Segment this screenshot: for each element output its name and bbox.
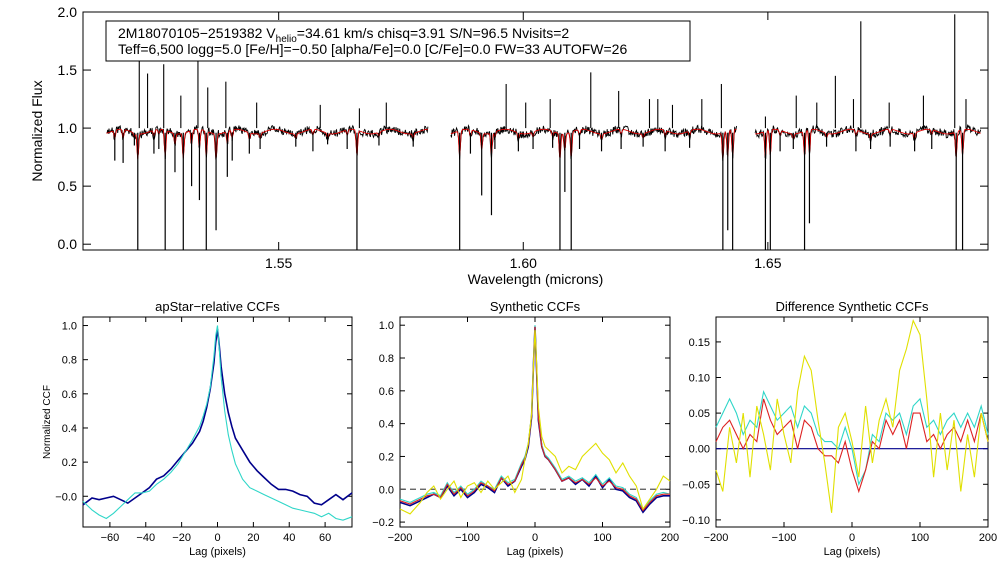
synthetic-ccf-ytick-label: 0.0: [379, 484, 394, 496]
difference-ccf-xlabel: Lag (pixels): [824, 546, 881, 558]
info-line-1-main: 2M18070105−2519382 V: [118, 25, 276, 41]
spectrum-frame: [82, 11, 989, 251]
synthetic-ccf-xtick-label: 0: [532, 532, 538, 544]
apstar-ccf-xtick-label: −40: [136, 532, 155, 544]
difference-ccf-series-2: [715, 398, 989, 494]
apstar-ccf-ytick-label: 0.2: [62, 457, 77, 469]
difference-ccf-ytick-label: 0.15: [689, 337, 710, 349]
synthetic-ccf-ytick-label: −0.2: [372, 517, 394, 529]
apstar-ccf-series-2: [82, 325, 353, 521]
difference-ccf-ytick-label: −0.05: [682, 479, 710, 491]
synthetic-ccf-xtick-label: −100: [455, 532, 480, 544]
difference-ccf-ytick-label: −0.10: [682, 515, 710, 527]
synthetic-ccf-ytick-label: 1.0: [379, 320, 394, 332]
synthetic-ccf-ytick-label: 0.6: [379, 386, 394, 398]
synthetic-ccf-series-2: [399, 325, 671, 510]
apstar-ccf-frame: [82, 316, 353, 528]
difference-ccf-xtick-label: 0: [849, 532, 855, 544]
synthetic-ccf-series-4: [399, 330, 671, 515]
difference-ccf-ytick-label: 0.05: [689, 408, 710, 420]
apstar-ccf-xtick-label: 40: [283, 532, 295, 544]
spectrum-ylabel: Normalized Flux: [29, 80, 45, 181]
apstar-ccf-xtick-label: −20: [172, 532, 191, 544]
synthetic-ccf-ytick-label: 0.2: [379, 451, 394, 463]
apstar-ccf-ytick-label: 0.4: [62, 423, 77, 435]
synthetic-ccf-series-1: [399, 326, 670, 514]
apstar-ccf-ytick-label: −0.0: [55, 491, 77, 503]
synthetic-ccf-title: Synthetic CCFs: [490, 299, 581, 314]
apstar-ccf-xtick-label: 20: [247, 532, 259, 544]
spectrum-xtick-label: 1.55: [265, 255, 292, 271]
synthetic-ccf-ytick-label: 0.8: [379, 353, 394, 365]
spectrum-ytick-label: 1.5: [58, 62, 78, 78]
spectrum-xtick-label: 1.60: [510, 255, 537, 271]
apstar-ccf-ytick-label: 0.8: [62, 355, 77, 367]
apstar-ccf-xlabel: Lag (pixels): [189, 546, 246, 558]
difference-ccf-xtick-label: 100: [911, 532, 929, 544]
difference-ccf-frame: [715, 316, 989, 528]
difference-ccf-ytick-label: 0.10: [689, 373, 710, 385]
difference-ccf-ytick-label: 0.00: [689, 444, 710, 456]
apstar-ccf-xtick-label: 60: [319, 532, 331, 544]
info-line-1-subscript: helio: [276, 34, 298, 45]
info-box: [105, 20, 691, 62]
info-line-2: Teff=6,500 logg=5.0 [Fe/H]=−0.50 [alpha/…: [118, 41, 627, 57]
difference-ccf-title: Difference Synthetic CCFs: [776, 299, 929, 314]
model-spectrum-line: [106, 128, 981, 160]
difference-ccf-series-3: [715, 318, 989, 513]
spectrum-ytick-label: 2.0: [58, 4, 78, 20]
spectrum-ytick-label: 0.5: [58, 178, 78, 194]
observed-spectrum-line: [106, 123, 982, 162]
spectrum-ytick-label: 1.0: [58, 120, 78, 136]
synthetic-ccf-ytick-label: 0.4: [379, 419, 394, 431]
apstar-ccf-ytick-label: 1.0: [62, 321, 77, 333]
spectrum-xlabel: Wavelength (microns): [468, 271, 604, 287]
apstar-ccf-xtick-label: 0: [214, 532, 220, 544]
spectrum-xtick-label: 1.65: [754, 255, 781, 271]
apstar-ccf-xtick-label: −60: [101, 532, 120, 544]
apstar-ccf-ylabel: Normalized CCF: [42, 385, 53, 459]
difference-ccf-xtick-label: 200: [979, 532, 997, 544]
info-line-1: 2M18070105−2519382 Vhelio=34.61 km/s chi…: [118, 25, 569, 45]
spectrum-ytick-label: 0.0: [58, 236, 78, 252]
synthetic-ccf-series-3: [399, 326, 670, 512]
apstar-ccf-ytick-label: 0.6: [62, 389, 77, 401]
synthetic-ccf-xtick-label: −200: [388, 532, 413, 544]
synthetic-ccf-xtick-label: 200: [661, 532, 679, 544]
info-line-1-rest: =34.61 km/s chisq=3.91 S/N=96.5 Nvisits=…: [297, 25, 570, 41]
apstar-ccf-series-1: [82, 328, 353, 506]
synthetic-ccf-xtick-label: 100: [593, 532, 611, 544]
apstar-ccf-title: apStar−relative CCFs: [155, 299, 280, 314]
difference-ccf-xtick-label: −100: [772, 532, 797, 544]
difference-ccf-xtick-label: −200: [704, 532, 729, 544]
synthetic-ccf-xlabel: Lag (pixels): [507, 546, 564, 558]
